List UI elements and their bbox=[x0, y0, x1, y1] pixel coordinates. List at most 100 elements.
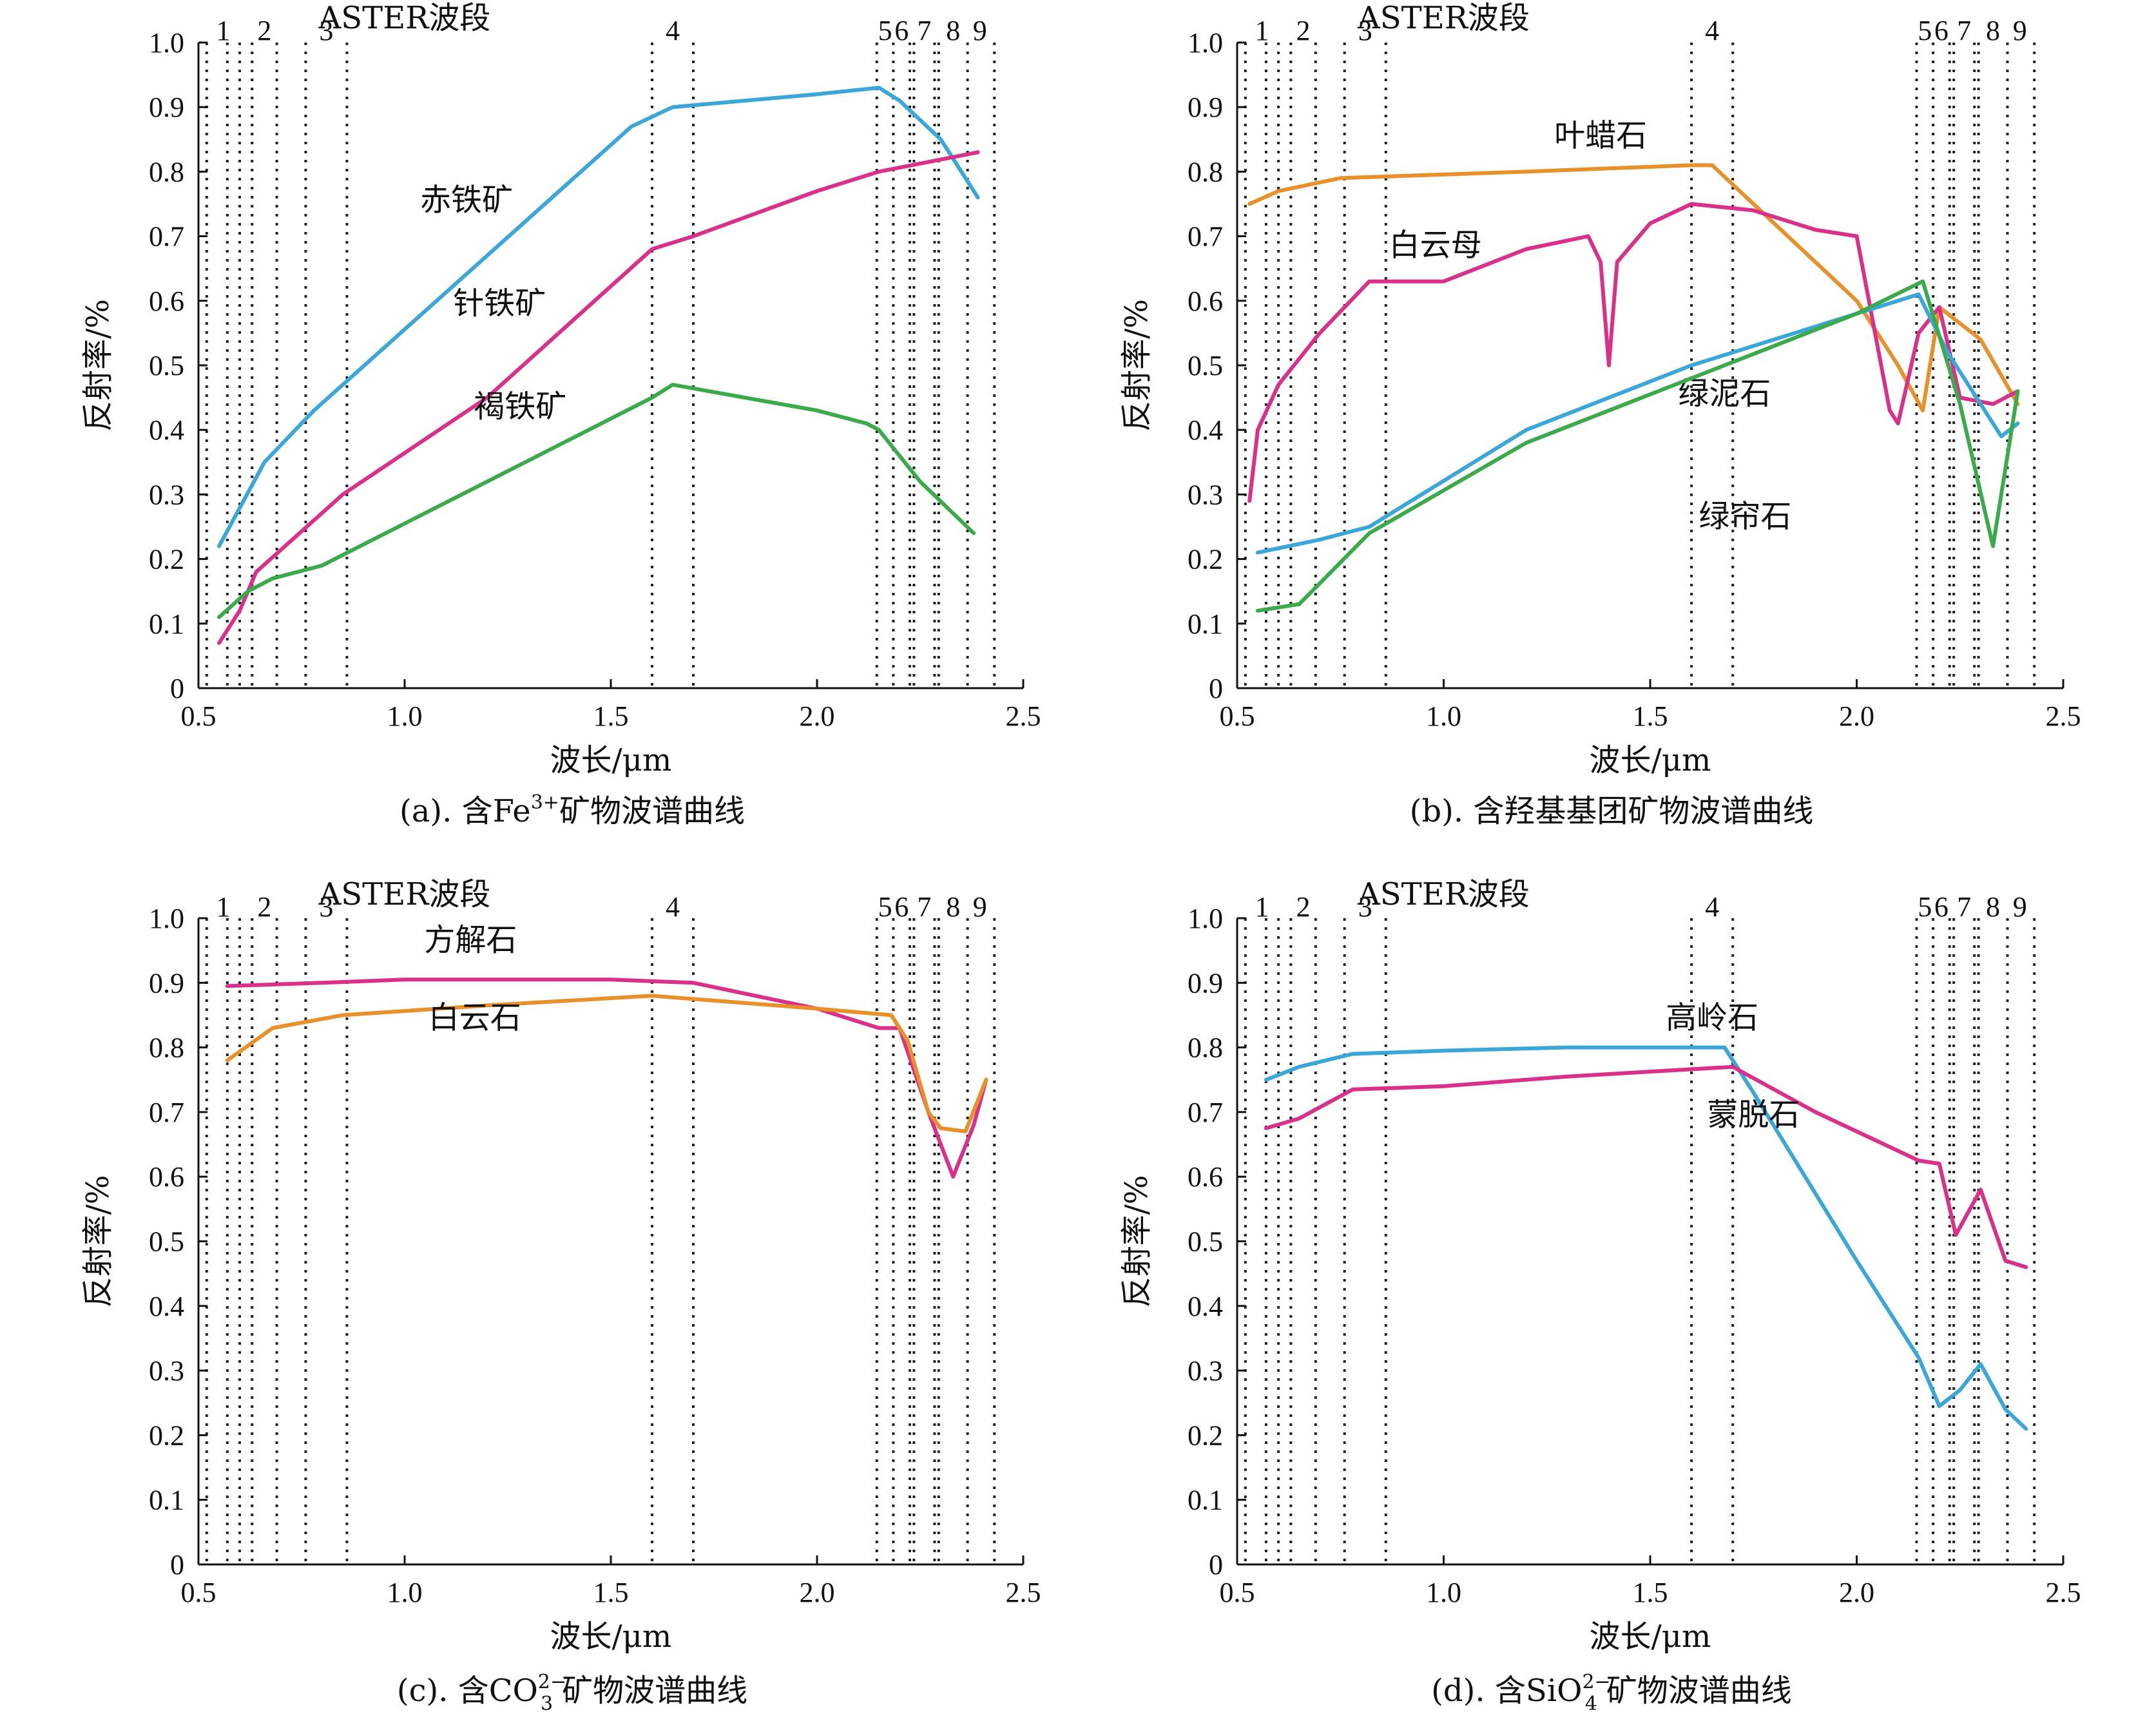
y-tick-label: 0.7 bbox=[149, 221, 184, 253]
x-tick-label: 0.5 bbox=[1220, 1577, 1255, 1608]
y-tick-label: 0.4 bbox=[1188, 414, 1223, 446]
band-label-8: 8 bbox=[1986, 15, 2000, 46]
x-axis-title: 波长/μm bbox=[1590, 1619, 1711, 1655]
band-label-3: 3 bbox=[319, 891, 333, 923]
y-tick-label: 0.2 bbox=[1188, 1419, 1223, 1451]
y-tick-label: 0.8 bbox=[1188, 1032, 1223, 1064]
band-label-6: 6 bbox=[894, 891, 909, 923]
x-tick-label: 0.5 bbox=[181, 700, 217, 732]
series-line-1 bbox=[217, 86, 980, 548]
series-label-1: 叶蜡石 bbox=[1554, 117, 1647, 153]
x-tick-label: 2.5 bbox=[2046, 1577, 2081, 1608]
band-label-5: 5 bbox=[1918, 891, 1932, 923]
chart-panel-3: 0 0.1 0.2 0.3 0.4 0.5 0.6 0.7 0.8 0.9 1.0 0.5 1.0 1.5… bbox=[80, 876, 1041, 1712]
y-tick-label: 0.3 bbox=[1188, 1355, 1223, 1387]
x-tick-label: 2.0 bbox=[1839, 1577, 1874, 1608]
chart-panel-1: 0 0.1 0.2 0.3 0.4 0.5 0.6 0.7 0.8 0.9 1.0 0.5 1.0 1.5… bbox=[80, 0, 1041, 829]
band-label-1: 1 bbox=[1255, 15, 1269, 46]
panel-caption: (b). 含羟基基团矿物波谱曲线 bbox=[1410, 793, 1814, 829]
y-tick-label: 0.6 bbox=[1188, 1161, 1223, 1193]
band-header: ASTER波段 bbox=[318, 0, 491, 36]
x-tick-label: 0.5 bbox=[181, 1577, 217, 1608]
series-label-1: 赤铁矿 bbox=[420, 182, 513, 218]
band-label-1: 1 bbox=[216, 15, 230, 46]
panel-caption: (d). 含SiO2− 4 矿物波谱曲线 bbox=[1431, 1671, 1792, 1712]
series-label-1: 高岭石 bbox=[1666, 1000, 1758, 1036]
y-tick-label: 0.7 bbox=[149, 1097, 184, 1128]
band-label-9: 9 bbox=[973, 15, 987, 46]
band-label-5: 5 bbox=[878, 891, 892, 923]
band-label-9: 9 bbox=[973, 891, 987, 923]
x-tick-label: 1.0 bbox=[1426, 1577, 1461, 1608]
x-tick-label: 1.5 bbox=[593, 700, 629, 732]
panel-caption: (c). 含CO2− 3 矿物波谱曲线 bbox=[397, 1671, 747, 1712]
band-label-6: 6 bbox=[1934, 891, 1949, 923]
series-label-1: 方解石 bbox=[424, 922, 517, 958]
x-axis-title: 波长/μm bbox=[550, 1619, 672, 1655]
y-tick-label: 0 bbox=[1209, 673, 1223, 704]
y-axis-title: 反射率/% bbox=[1119, 1175, 1155, 1308]
series-label-3: 褐铁矿 bbox=[474, 389, 566, 425]
band-label-6: 6 bbox=[1934, 15, 1949, 46]
band-label-7: 7 bbox=[917, 891, 931, 923]
x-tick-label: 1.0 bbox=[1426, 700, 1461, 732]
y-tick-label: 0 bbox=[170, 1549, 184, 1581]
band-label-2: 2 bbox=[1296, 891, 1311, 923]
y-tick-label: 0.2 bbox=[149, 1419, 184, 1451]
y-tick-label: 0.4 bbox=[149, 1291, 184, 1322]
series-line-2 bbox=[1247, 202, 2020, 503]
band-label-4: 4 bbox=[666, 891, 680, 923]
series-line-2 bbox=[225, 994, 988, 1133]
y-tick-label: 0.7 bbox=[1188, 221, 1223, 253]
chart-panel-2: 0 0.1 0.2 0.3 0.4 0.5 0.6 0.7 0.8 0.9 1.0 0.5 1.0 1.5… bbox=[1119, 0, 2081, 829]
y-axis-title: 反射率/% bbox=[80, 1175, 116, 1308]
x-axis-title: 波长/μm bbox=[550, 742, 672, 778]
series-line-1 bbox=[225, 977, 988, 1179]
y-tick-label: 0.7 bbox=[1188, 1097, 1223, 1128]
y-tick-label: 0.1 bbox=[1188, 1485, 1223, 1516]
series-label-2: 白云母 bbox=[1389, 227, 1482, 264]
y-tick-label: 0.1 bbox=[149, 608, 184, 640]
y-tick-label: 0.5 bbox=[1188, 350, 1223, 381]
band-label-4: 4 bbox=[1705, 15, 1719, 46]
x-tick-label: 1.5 bbox=[1633, 1577, 1668, 1608]
band-label-4: 4 bbox=[1705, 891, 1719, 923]
y-tick-label: 0.1 bbox=[149, 1485, 184, 1516]
y-tick-label: 1.0 bbox=[149, 903, 184, 934]
y-tick-label: 0.6 bbox=[1188, 285, 1223, 317]
y-tick-label: 0.6 bbox=[149, 285, 184, 317]
series-label-4: 绿帘石 bbox=[1699, 499, 1791, 535]
band-label-8: 8 bbox=[1986, 891, 2000, 923]
y-tick-label: 1.0 bbox=[1188, 903, 1223, 934]
y-tick-label: 0.5 bbox=[1188, 1226, 1223, 1258]
y-tick-label: 0.8 bbox=[1188, 156, 1223, 188]
band-label-5: 5 bbox=[878, 15, 892, 46]
band-label-8: 8 bbox=[946, 15, 960, 46]
series-label-2: 针铁矿 bbox=[453, 285, 546, 322]
x-tick-label: 2.5 bbox=[2046, 700, 2081, 732]
x-tick-label: 1.5 bbox=[1633, 700, 1668, 732]
series-line-2 bbox=[217, 150, 980, 645]
band-label-7: 7 bbox=[1957, 891, 1971, 923]
y-axis-title: 反射率/% bbox=[80, 299, 116, 432]
series-label-3: 绿泥石 bbox=[1678, 376, 1771, 412]
y-tick-label: 0.9 bbox=[1188, 91, 1223, 123]
y-tick-label: 0.2 bbox=[1188, 544, 1223, 575]
band-label-2: 2 bbox=[257, 891, 271, 923]
x-tick-label: 2.0 bbox=[800, 1577, 835, 1608]
band-label-3: 3 bbox=[1358, 891, 1372, 923]
y-tick-label: 0.3 bbox=[1188, 479, 1223, 510]
band-label-5: 5 bbox=[1918, 15, 1932, 46]
y-tick-label: 0.9 bbox=[149, 967, 184, 999]
series-line-3 bbox=[1256, 292, 2020, 555]
y-tick-label: 1.0 bbox=[149, 27, 184, 59]
x-tick-label: 2.5 bbox=[1006, 1577, 1041, 1608]
series-label-2: 蒙脱石 bbox=[1707, 1097, 1800, 1133]
chart-panel-4: 0 0.1 0.2 0.3 0.4 0.5 0.6 0.7 0.8 0.9 1.0 0.5 1.0 1.5… bbox=[1119, 876, 2081, 1712]
band-label-6: 6 bbox=[894, 15, 909, 46]
x-tick-label: 2.0 bbox=[800, 700, 835, 732]
y-tick-label: 0.4 bbox=[149, 414, 184, 446]
band-label-9: 9 bbox=[2013, 15, 2027, 46]
y-tick-label: 0.9 bbox=[1188, 967, 1223, 999]
